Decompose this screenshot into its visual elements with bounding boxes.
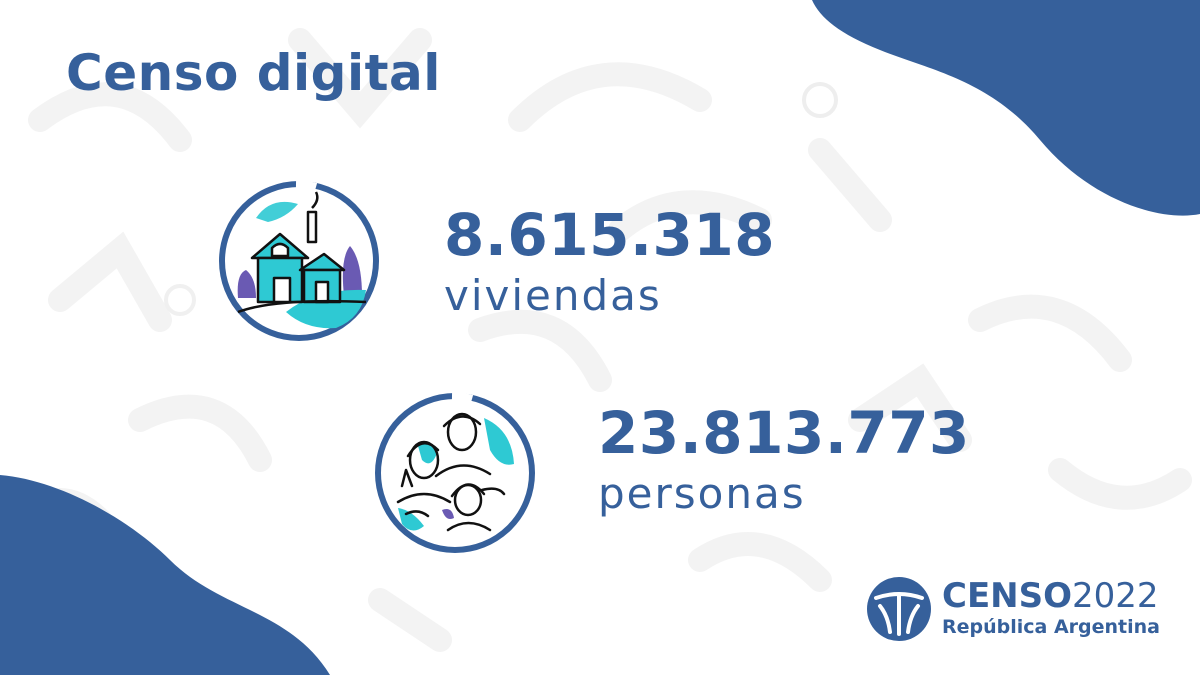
logo-brand: CENSO	[942, 576, 1073, 616]
house-icon	[219, 180, 379, 341]
stat-personas-label: personas	[598, 469, 806, 518]
censo-emblem-icon	[867, 577, 931, 641]
stat-viviendas: 8.615.318 viviendas	[444, 200, 775, 322]
logo-year: 2022	[1072, 576, 1159, 616]
people-icon	[375, 392, 535, 553]
stat-personas-value: 23.813.773	[598, 399, 970, 467]
censo-2022-logo: CENSO2022 República Argentina	[866, 574, 1166, 644]
stat-viviendas-label: viviendas	[444, 271, 662, 320]
page-title: Censo digital	[66, 44, 441, 102]
stat-viviendas-value: 8.615.318	[444, 201, 776, 269]
stat-personas: 23.813.773 personas	[598, 398, 970, 520]
logo-subtitle: República Argentina	[942, 616, 1160, 638]
logo-wordmark: CENSO2022	[942, 578, 1159, 614]
